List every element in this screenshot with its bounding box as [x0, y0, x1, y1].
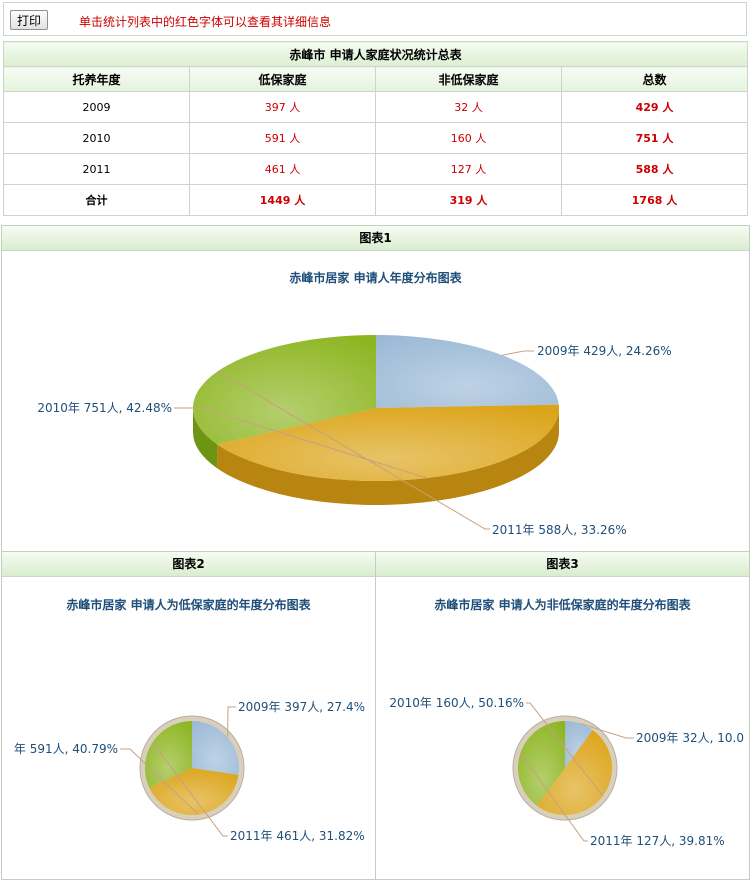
- summary-table: 赤峰市 申请人家庭状况统计总表 托养年度 低保家庭 非低保家庭 总数 2009 …: [3, 41, 748, 216]
- dibao-count-link[interactable]: 397 人: [189, 91, 376, 123]
- print-button[interactable]: 打印: [10, 10, 48, 30]
- dibao-count-link[interactable]: 591 人: [189, 122, 376, 154]
- dibao-total-link[interactable]: 1449 人: [189, 184, 376, 216]
- pie-leader-line: [519, 752, 588, 842]
- pie-slice-highlight: [536, 730, 613, 816]
- column-header-feidibao: 非低保家庭: [375, 66, 562, 92]
- pie-slice-highlight: [217, 404, 560, 481]
- feidibao-count-link[interactable]: 32 人: [375, 91, 562, 123]
- hint-text: 单击统计列表中的红色字体可以查看其详细信息: [79, 15, 332, 29]
- total-count-link[interactable]: 429 人: [561, 91, 748, 123]
- chart1-title: 赤峰市居家 申请人年度分布图表: [289, 271, 462, 285]
- chart2-panel: 图表2 赤峰市居家 申请人为低保家庭的年度分布图表 2009年 397人, 27…: [1, 551, 376, 880]
- chart2-title: 赤峰市居家 申请人为低保家庭的年度分布图表: [66, 598, 311, 612]
- total-count-link[interactable]: 751 人: [561, 122, 748, 154]
- grand-total-link[interactable]: 1768 人: [561, 184, 748, 216]
- chart3-panel: 图表3 赤峰市居家 申请人为非低保家庭的年度分布图表 2009年 32人, 10…: [375, 551, 750, 880]
- table-row: 2009 397 人 32 人 429 人: [3, 91, 748, 123]
- pie-slice-highlight: [192, 721, 239, 776]
- chart1-panel: 图表1 赤峰市居家 申请人年度分布图表 2009年 429人, 24.26% 20…: [1, 225, 750, 552]
- pie-slice-highlight: [149, 768, 239, 815]
- total-count-link[interactable]: 588 人: [561, 153, 748, 185]
- pie-leader-line: [526, 702, 604, 797]
- pie-leader-line: [174, 407, 428, 479]
- dibao-count-link[interactable]: 461 人: [189, 153, 376, 185]
- feidibao-count-link[interactable]: 160 人: [375, 122, 562, 154]
- column-header-dibao: 低保家庭: [189, 66, 376, 92]
- pie-leader-line: [502, 350, 534, 356]
- pie-data-label: 2009年 32人, 10.0: [636, 731, 744, 745]
- pie-slice-side: [217, 408, 559, 505]
- toolbar: 打印 单击统计列表中的红色字体可以查看其详细信息: [3, 2, 747, 36]
- pie-data-label: 2010年 160人, 50.16%: [389, 696, 524, 710]
- chart2-pie: 2009年 397人, 27.4% 年 591人, 40.79% 2011年 461…: [14, 700, 365, 843]
- pie-leader-line: [217, 370, 490, 530]
- total-label: 合计: [3, 184, 190, 216]
- table-row: 2010 591 人 160 人 751 人: [3, 122, 748, 154]
- pie-data-label: 2009年 397人, 27.4%: [238, 700, 365, 714]
- pie-data-label: 2010年 751人, 42.48%: [37, 401, 172, 415]
- pie-data-label: 2011年 127人, 39.81%: [590, 834, 725, 848]
- pie-leader-line: [152, 742, 228, 837]
- chart1-header: 图表1: [2, 226, 749, 251]
- total-row: 合计 1449 人 319 人 1768 人: [3, 184, 748, 216]
- feidibao-count-link[interactable]: 127 人: [375, 153, 562, 185]
- pie-leader-line: [120, 748, 199, 815]
- pie-slice-highlight: [376, 335, 559, 408]
- year-cell: 2011: [3, 153, 190, 185]
- year-cell: 2010: [3, 122, 190, 154]
- pie-data-label: 2009年 429人, 24.26%: [537, 344, 672, 358]
- feidibao-total-link[interactable]: 319 人: [375, 184, 562, 216]
- chart2-header: 图表2: [2, 552, 375, 577]
- pie-slice-highlight: [518, 721, 565, 806]
- chart3-header: 图表3: [376, 552, 749, 577]
- pie-slice-side: [193, 408, 218, 469]
- pie-data-label: 2011年 588人, 33.26%: [492, 523, 627, 537]
- table-row: 2011 461 人 127 人 588 人: [3, 153, 748, 185]
- chart3-pie: 2009年 32人, 10.0 2010年 160人, 50.16% 2011年 1…: [389, 696, 744, 848]
- column-header-total: 总数: [561, 66, 748, 92]
- column-header-year: 托养年度: [3, 66, 190, 92]
- pie-leader-line: [579, 722, 634, 739]
- pie-data-label: 2011年 461人, 31.82%: [230, 829, 365, 843]
- pie-leader-line: [227, 706, 236, 738]
- year-cell: 2009: [3, 91, 190, 123]
- pie-data-label: 年 591人, 40.79%: [14, 742, 118, 756]
- chart3-title: 赤峰市居家 申请人为非低保家庭的年度分布图表: [434, 598, 691, 612]
- pie-slice-highlight: [145, 721, 192, 788]
- chart1-pie: 2009年 429人, 24.26% 2010年 751人, 42.48% 2011…: [37, 335, 672, 537]
- summary-title: 赤峰市 申请人家庭状况统计总表: [3, 41, 748, 67]
- pie-slice-highlight: [193, 335, 376, 445]
